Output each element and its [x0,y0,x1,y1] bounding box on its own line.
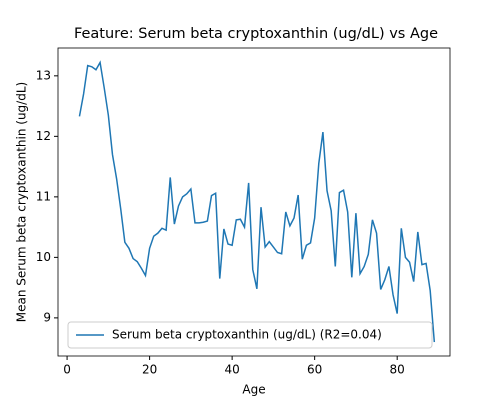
series-line [78,60,436,343]
x-axis-label: Age [242,383,265,397]
y-tick-label: 9 [43,310,51,324]
x-tick-label: 40 [224,363,239,377]
y-axis-label: Mean Serum beta cryptoxanthin (ug/dL) [15,82,29,322]
x-tick-label: 20 [142,363,157,377]
x-tick-label: 60 [307,363,322,377]
y-tick-label: 11 [36,189,51,203]
x-tick-label: 80 [390,363,405,377]
y-tick-label: 13 [36,68,51,82]
x-tick-label: 0 [63,363,71,377]
legend-box [67,321,433,349]
chart-title: Feature: Serum beta cryptoxanthin (ug/dL… [74,26,438,42]
y-tick-label: 12 [36,129,51,143]
y-tick-label: 10 [36,250,51,264]
plot-frame [57,47,451,357]
legend-label: Serum beta cryptoxanthin (ug/dL) (R2=0.0… [112,328,382,342]
